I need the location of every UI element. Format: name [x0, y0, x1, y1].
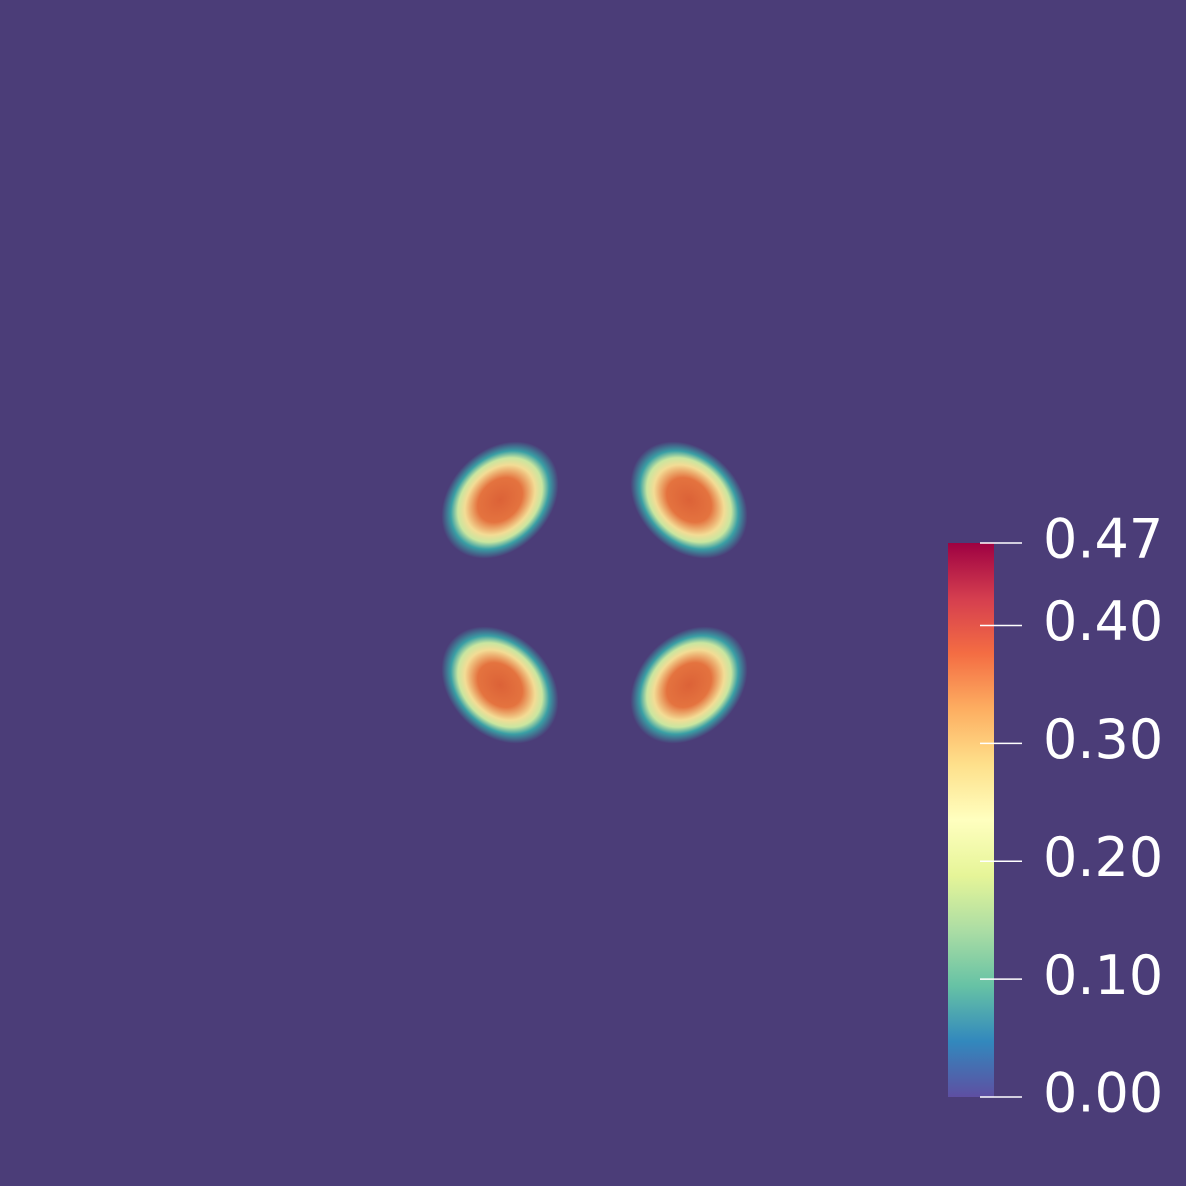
colorbar — [948, 543, 994, 1097]
tick-label: 0.40 — [1043, 590, 1163, 653]
tick-label: 0.47 — [1043, 508, 1163, 571]
tick-label: 0.30 — [1043, 708, 1163, 771]
field-blob — [630, 626, 748, 744]
tick-label: 0.00 — [1043, 1062, 1163, 1125]
tick-label: 0.10 — [1043, 944, 1163, 1007]
field-blob — [630, 441, 748, 559]
tick-label: 0.20 — [1043, 826, 1163, 889]
field-blob — [441, 626, 559, 744]
field-blob — [441, 441, 559, 559]
